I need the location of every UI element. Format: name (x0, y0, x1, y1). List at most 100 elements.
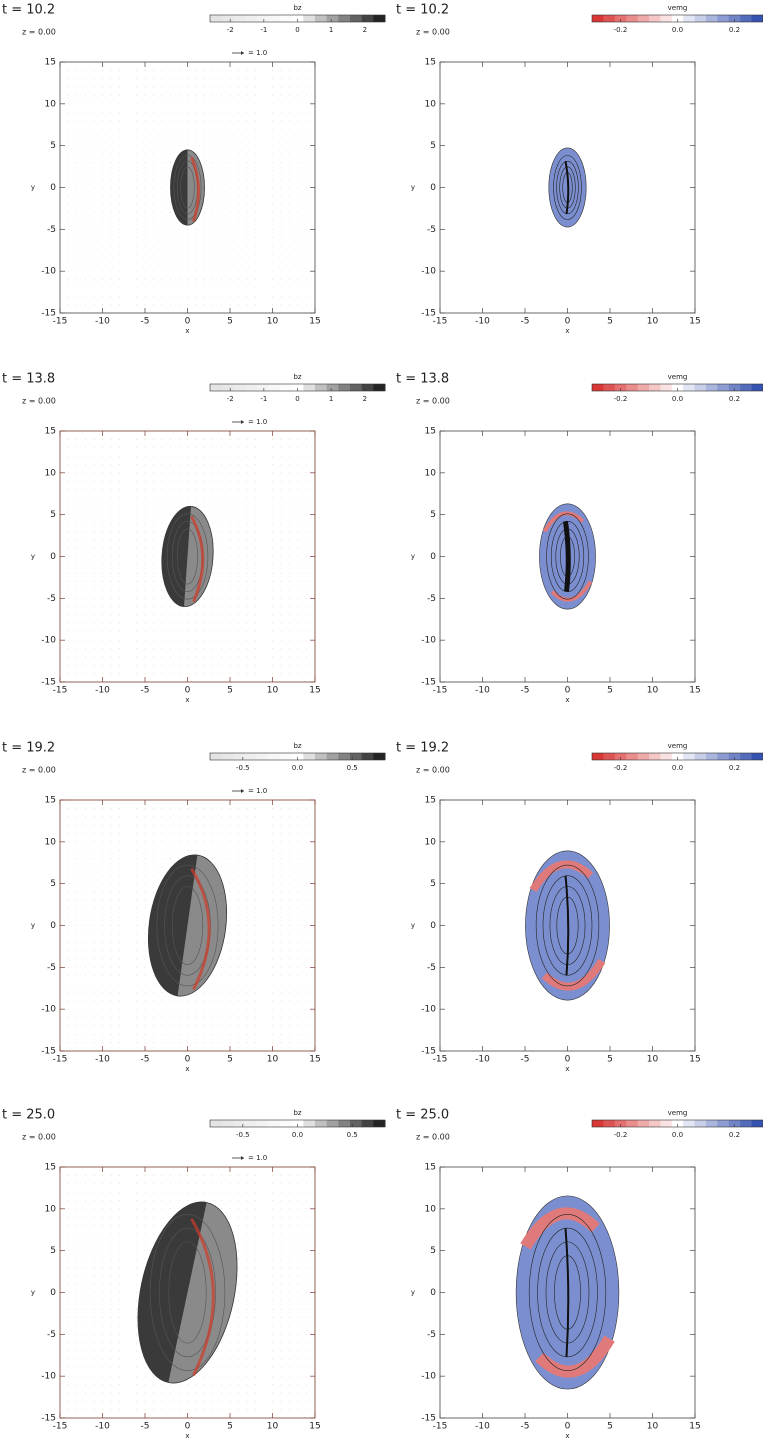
vector-dot (281, 1326, 282, 1327)
vector-dot (289, 1275, 290, 1276)
vector-dot (170, 279, 171, 280)
vector-dot (221, 858, 222, 859)
vector-dot (281, 464, 282, 465)
vector-dot (68, 1009, 69, 1010)
vector-dot (289, 967, 290, 968)
vector-dot (213, 531, 214, 532)
vector-dot (119, 129, 120, 130)
vector-dot (230, 262, 231, 263)
vector-dot (221, 841, 222, 842)
vector-dot (230, 1409, 231, 1410)
vector-dot (213, 565, 214, 566)
vector-dot (238, 254, 239, 255)
vector-dot (255, 959, 256, 960)
vector-dot (119, 439, 120, 440)
vector-dot (281, 1292, 282, 1293)
vector-dot (213, 1000, 214, 1001)
vector-dot (264, 1034, 265, 1035)
colorbar-tick-label: 0.0 (672, 1131, 683, 1139)
colorbar-step (327, 384, 339, 391)
vector-dot (255, 162, 256, 163)
vector-dot (247, 464, 248, 465)
vector-dot (153, 1009, 154, 1010)
vector-dot (204, 162, 205, 163)
vector-dot (221, 816, 222, 817)
vector-dot (272, 506, 273, 507)
vector-dot (272, 565, 273, 566)
vector-dot (281, 1042, 282, 1043)
vector-dot (289, 858, 290, 859)
vector-dot (247, 1367, 248, 1368)
vector-dot (111, 179, 112, 180)
colorbar-step (740, 15, 752, 22)
vector-dot (179, 1208, 180, 1209)
y-axis-label: y (411, 922, 415, 930)
vector-dot (77, 212, 78, 213)
y-tick-label: -15 (41, 309, 56, 319)
vector-dot (272, 304, 273, 305)
vector-dot (281, 548, 282, 549)
vector-dot (247, 129, 248, 130)
vector-dot (111, 673, 112, 674)
vector-dot (238, 1376, 239, 1377)
vector-dot (111, 531, 112, 532)
vector-dot (289, 1192, 290, 1193)
vector-dot (247, 489, 248, 490)
vector-dot (272, 1326, 273, 1327)
vector-dot (162, 548, 163, 549)
vector-dot (153, 87, 154, 88)
vector-dot (128, 95, 129, 96)
panel-subtitle: z = 0.00 (22, 28, 56, 37)
y-tick-label: 10 (425, 99, 437, 109)
vector-dot (238, 1317, 239, 1318)
vector-dot (238, 573, 239, 574)
vector-dot (281, 87, 282, 88)
vector-dot (289, 942, 290, 943)
vector-dot (85, 539, 86, 540)
vector-dot (119, 229, 120, 230)
vector-dot (170, 464, 171, 465)
vector-dot (85, 565, 86, 566)
vector-dot (119, 900, 120, 901)
vector-dot (255, 825, 256, 826)
x-tick-label: 0 (565, 1055, 571, 1065)
vector-dot (247, 1200, 248, 1201)
vector-dot (230, 883, 231, 884)
vector-dot (102, 456, 103, 457)
vector-dot (68, 825, 69, 826)
vector-dot (102, 1250, 103, 1251)
vector-dot (204, 279, 205, 280)
y-tick-label: 5 (50, 510, 56, 520)
vector-dot (272, 204, 273, 205)
vector-dot (153, 95, 154, 96)
vector-dot (77, 1200, 78, 1201)
vector-dot (272, 1359, 273, 1360)
colorbar-step (373, 15, 385, 22)
panel-title: t = 25.0 (396, 1108, 449, 1123)
vector-dot (102, 808, 103, 809)
vector-dot (298, 1301, 299, 1302)
vector-dot (153, 673, 154, 674)
vector-dot (128, 1242, 129, 1243)
vector-dot (230, 221, 231, 222)
vector-dot (196, 145, 197, 146)
vector-dot (306, 514, 307, 515)
vector-dot (170, 221, 171, 222)
vector-dot (187, 439, 188, 440)
vector-dot (119, 464, 120, 465)
vector-dot (306, 472, 307, 473)
vector-dot (213, 858, 214, 859)
vector-dot (153, 975, 154, 976)
vector-dot (187, 1042, 188, 1043)
vector-dot (272, 606, 273, 607)
vector-dot (298, 1267, 299, 1268)
vector-dot (85, 640, 86, 641)
vector-dot (136, 900, 137, 901)
vector-dot (111, 1376, 112, 1377)
vector-dot (247, 145, 248, 146)
y-tick-label: -5 (427, 225, 436, 235)
vector-dot (255, 975, 256, 976)
vector-dot (255, 581, 256, 582)
vector-dot (128, 1026, 129, 1027)
vector-dot (204, 447, 205, 448)
